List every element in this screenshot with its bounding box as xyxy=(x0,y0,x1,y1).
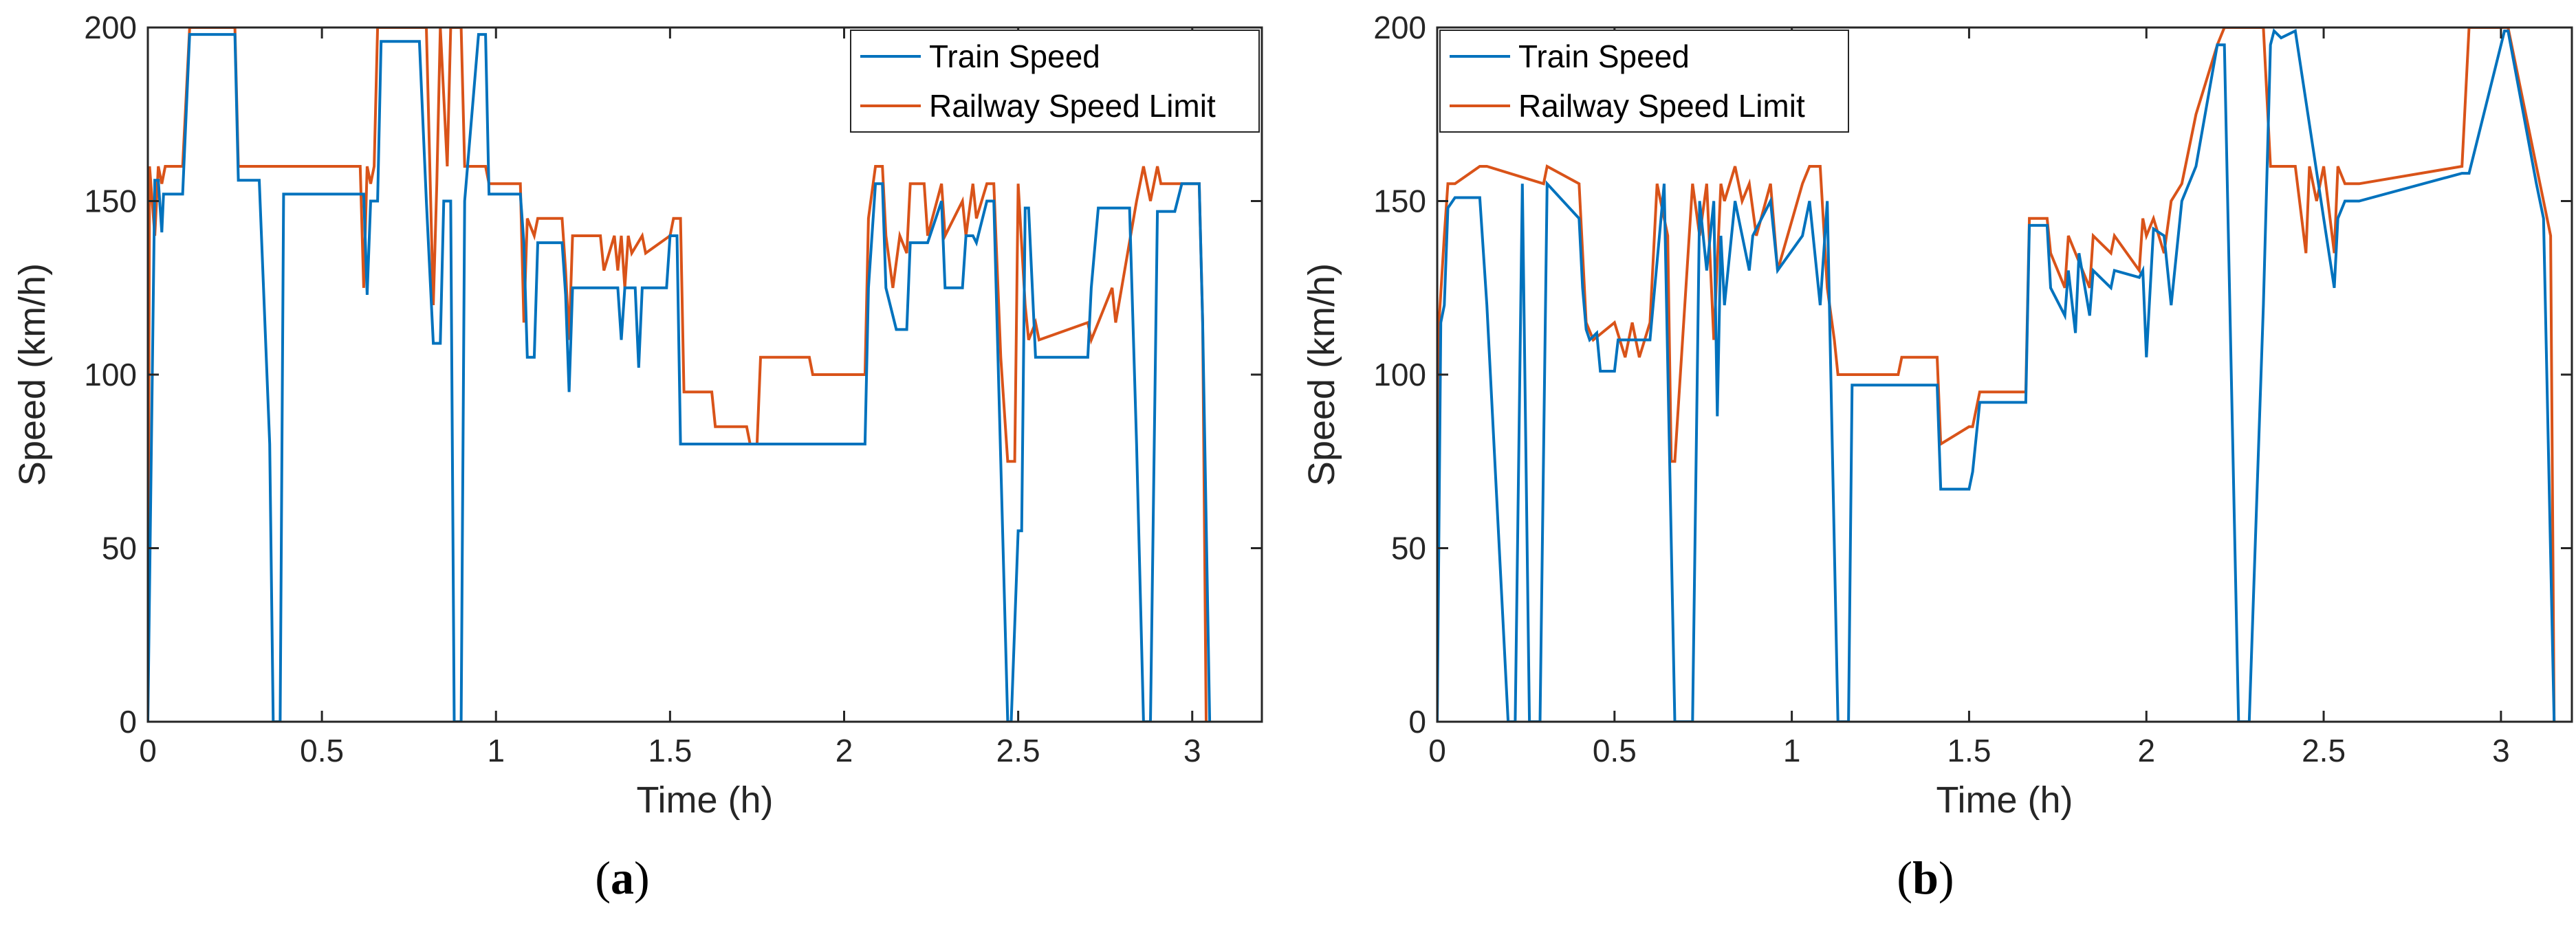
plot-area xyxy=(1437,27,2572,722)
x-tick-label: 2 xyxy=(2137,733,2155,768)
y-tick-label: 50 xyxy=(102,531,137,566)
x-tick-label: 1 xyxy=(487,733,505,768)
plot-area xyxy=(148,27,1262,722)
panel-b: 0 0.5 1 1.5 2 2.5 3 0 50 100 150 200 Time (h) Speed (… xyxy=(1301,10,2573,904)
y-tick-label: 0 xyxy=(119,704,137,740)
x-tick-label: 0.5 xyxy=(1593,733,1637,768)
legend-label-speed-limit: Railway Speed Limit xyxy=(1518,88,1805,124)
x-tick-label: 3 xyxy=(1183,733,1201,768)
x-tick-label: 2.5 xyxy=(996,733,1040,768)
y-tick-label: 200 xyxy=(1373,10,1426,45)
x-tick-label: 0 xyxy=(1428,733,1446,768)
legend: Train Speed Railway Speed Limit xyxy=(1439,30,1849,133)
x-axis-title: Time (h) xyxy=(637,779,774,821)
x-tick-label: 2 xyxy=(836,733,853,768)
panel-label: (b) xyxy=(1897,852,1954,904)
legend-label-speed-limit: Railway Speed Limit xyxy=(929,88,1216,124)
y-tick-label: 150 xyxy=(1373,184,1426,219)
x-axis-title: Time (h) xyxy=(1936,779,2073,821)
legend-label-train-speed: Train Speed xyxy=(1518,38,1690,74)
x-tick-label: 0.5 xyxy=(300,733,344,768)
x-tick-label: 1 xyxy=(1783,733,1801,768)
train-speed-line xyxy=(148,33,1212,722)
x-tick-label: 1.5 xyxy=(1947,733,1991,768)
series-group xyxy=(1437,27,2556,722)
x-tick-label: 0 xyxy=(139,733,157,768)
panel-a: 0 0.5 1 1.5 2 2.5 3 0 50 100 150 200 Time (h) Speed (… xyxy=(12,10,1263,904)
train-speed-line xyxy=(1437,28,2556,722)
legend-label-train-speed: Train Speed xyxy=(929,38,1100,74)
legend-box xyxy=(1439,30,1849,133)
y-axis-title: Speed (km/h) xyxy=(1301,263,1342,486)
y-tick-label: 100 xyxy=(1373,357,1426,392)
x-tick-label: 1.5 xyxy=(648,733,692,768)
legend-box xyxy=(850,30,1260,133)
legend: Train Speed Railway Speed Limit xyxy=(850,30,1260,133)
y-tick-label: 100 xyxy=(84,357,137,392)
x-tick-label: 2.5 xyxy=(2302,733,2346,768)
y-tick-label: 150 xyxy=(84,184,137,219)
y-tick-label: 50 xyxy=(1391,531,1426,566)
series-group xyxy=(148,27,1212,722)
y-axis-title: Speed (km/h) xyxy=(12,263,53,486)
y-tick-label: 200 xyxy=(84,10,137,45)
x-tick-label: 3 xyxy=(2492,733,2510,768)
panel-label: (a) xyxy=(595,852,649,904)
y-tick-label: 0 xyxy=(1408,704,1426,740)
